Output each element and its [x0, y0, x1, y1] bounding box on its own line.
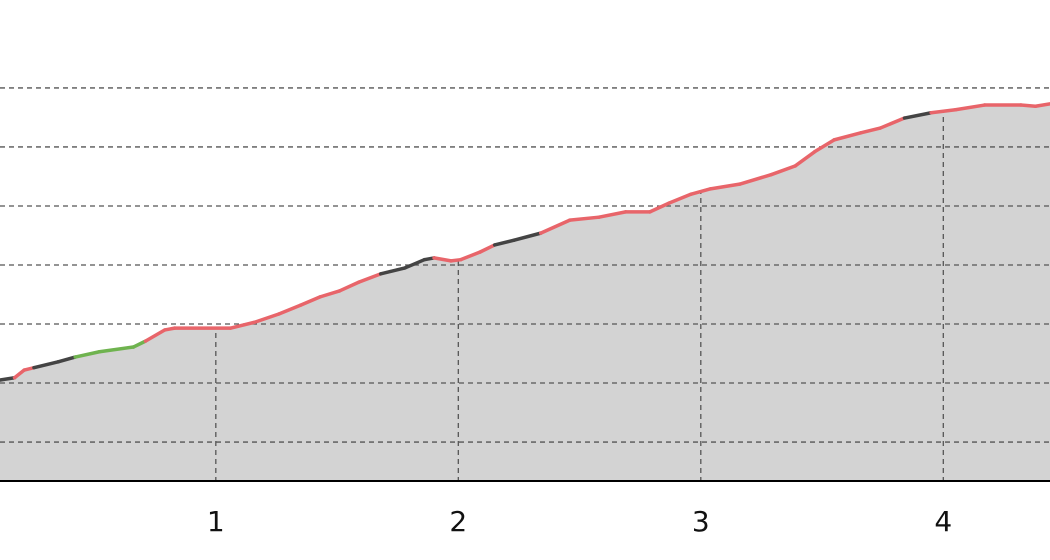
profile-segment	[458, 250, 482, 262]
profile-segment	[56, 355, 77, 364]
profile-segment	[252, 312, 281, 324]
profile-segment	[12, 368, 26, 380]
profile-segment	[32, 360, 60, 370]
x-tick-label: 1	[207, 505, 225, 538]
profile-segment	[902, 110, 933, 120]
profile-segment	[648, 201, 672, 214]
profile-segment	[813, 138, 836, 154]
profile-segment	[667, 192, 693, 205]
profile-segment	[953, 103, 987, 112]
profile-segment	[1033, 102, 1050, 108]
profile-segment	[478, 243, 497, 254]
profile-segment	[859, 126, 883, 135]
x-tick-label: 2	[449, 505, 467, 538]
profile-segment	[277, 303, 303, 316]
profile-segment	[492, 238, 516, 247]
profile-segment	[539, 218, 572, 235]
profile-segment	[357, 272, 383, 284]
profile-segment	[597, 210, 628, 219]
profile-segment	[131, 339, 148, 349]
profile-segment	[568, 215, 601, 222]
profile-segment	[878, 116, 907, 130]
profile-segment	[337, 280, 361, 293]
profile-segment	[832, 131, 863, 142]
profile-segment	[432, 256, 453, 263]
profile-segment	[73, 349, 102, 359]
x-tick-label: 4	[934, 505, 952, 538]
profile-segment	[689, 187, 713, 196]
profile-segment	[708, 182, 742, 191]
profile-segment	[737, 172, 773, 186]
profile-segment	[378, 266, 407, 276]
profile-segment	[512, 231, 543, 242]
profile-segment	[298, 295, 322, 307]
x-tick-label: 3	[692, 505, 710, 538]
profile-segment	[403, 257, 427, 270]
profile-segment	[318, 289, 342, 299]
area-fill	[0, 103, 1050, 482]
profile-segment	[929, 108, 958, 115]
profile-segment	[769, 164, 798, 177]
profile-segment	[0, 375, 17, 382]
profile-segment	[143, 328, 167, 343]
profile-segment	[793, 149, 817, 168]
profile-segment	[228, 320, 257, 330]
profile-segment	[1019, 103, 1038, 108]
profile-segment	[97, 345, 136, 354]
